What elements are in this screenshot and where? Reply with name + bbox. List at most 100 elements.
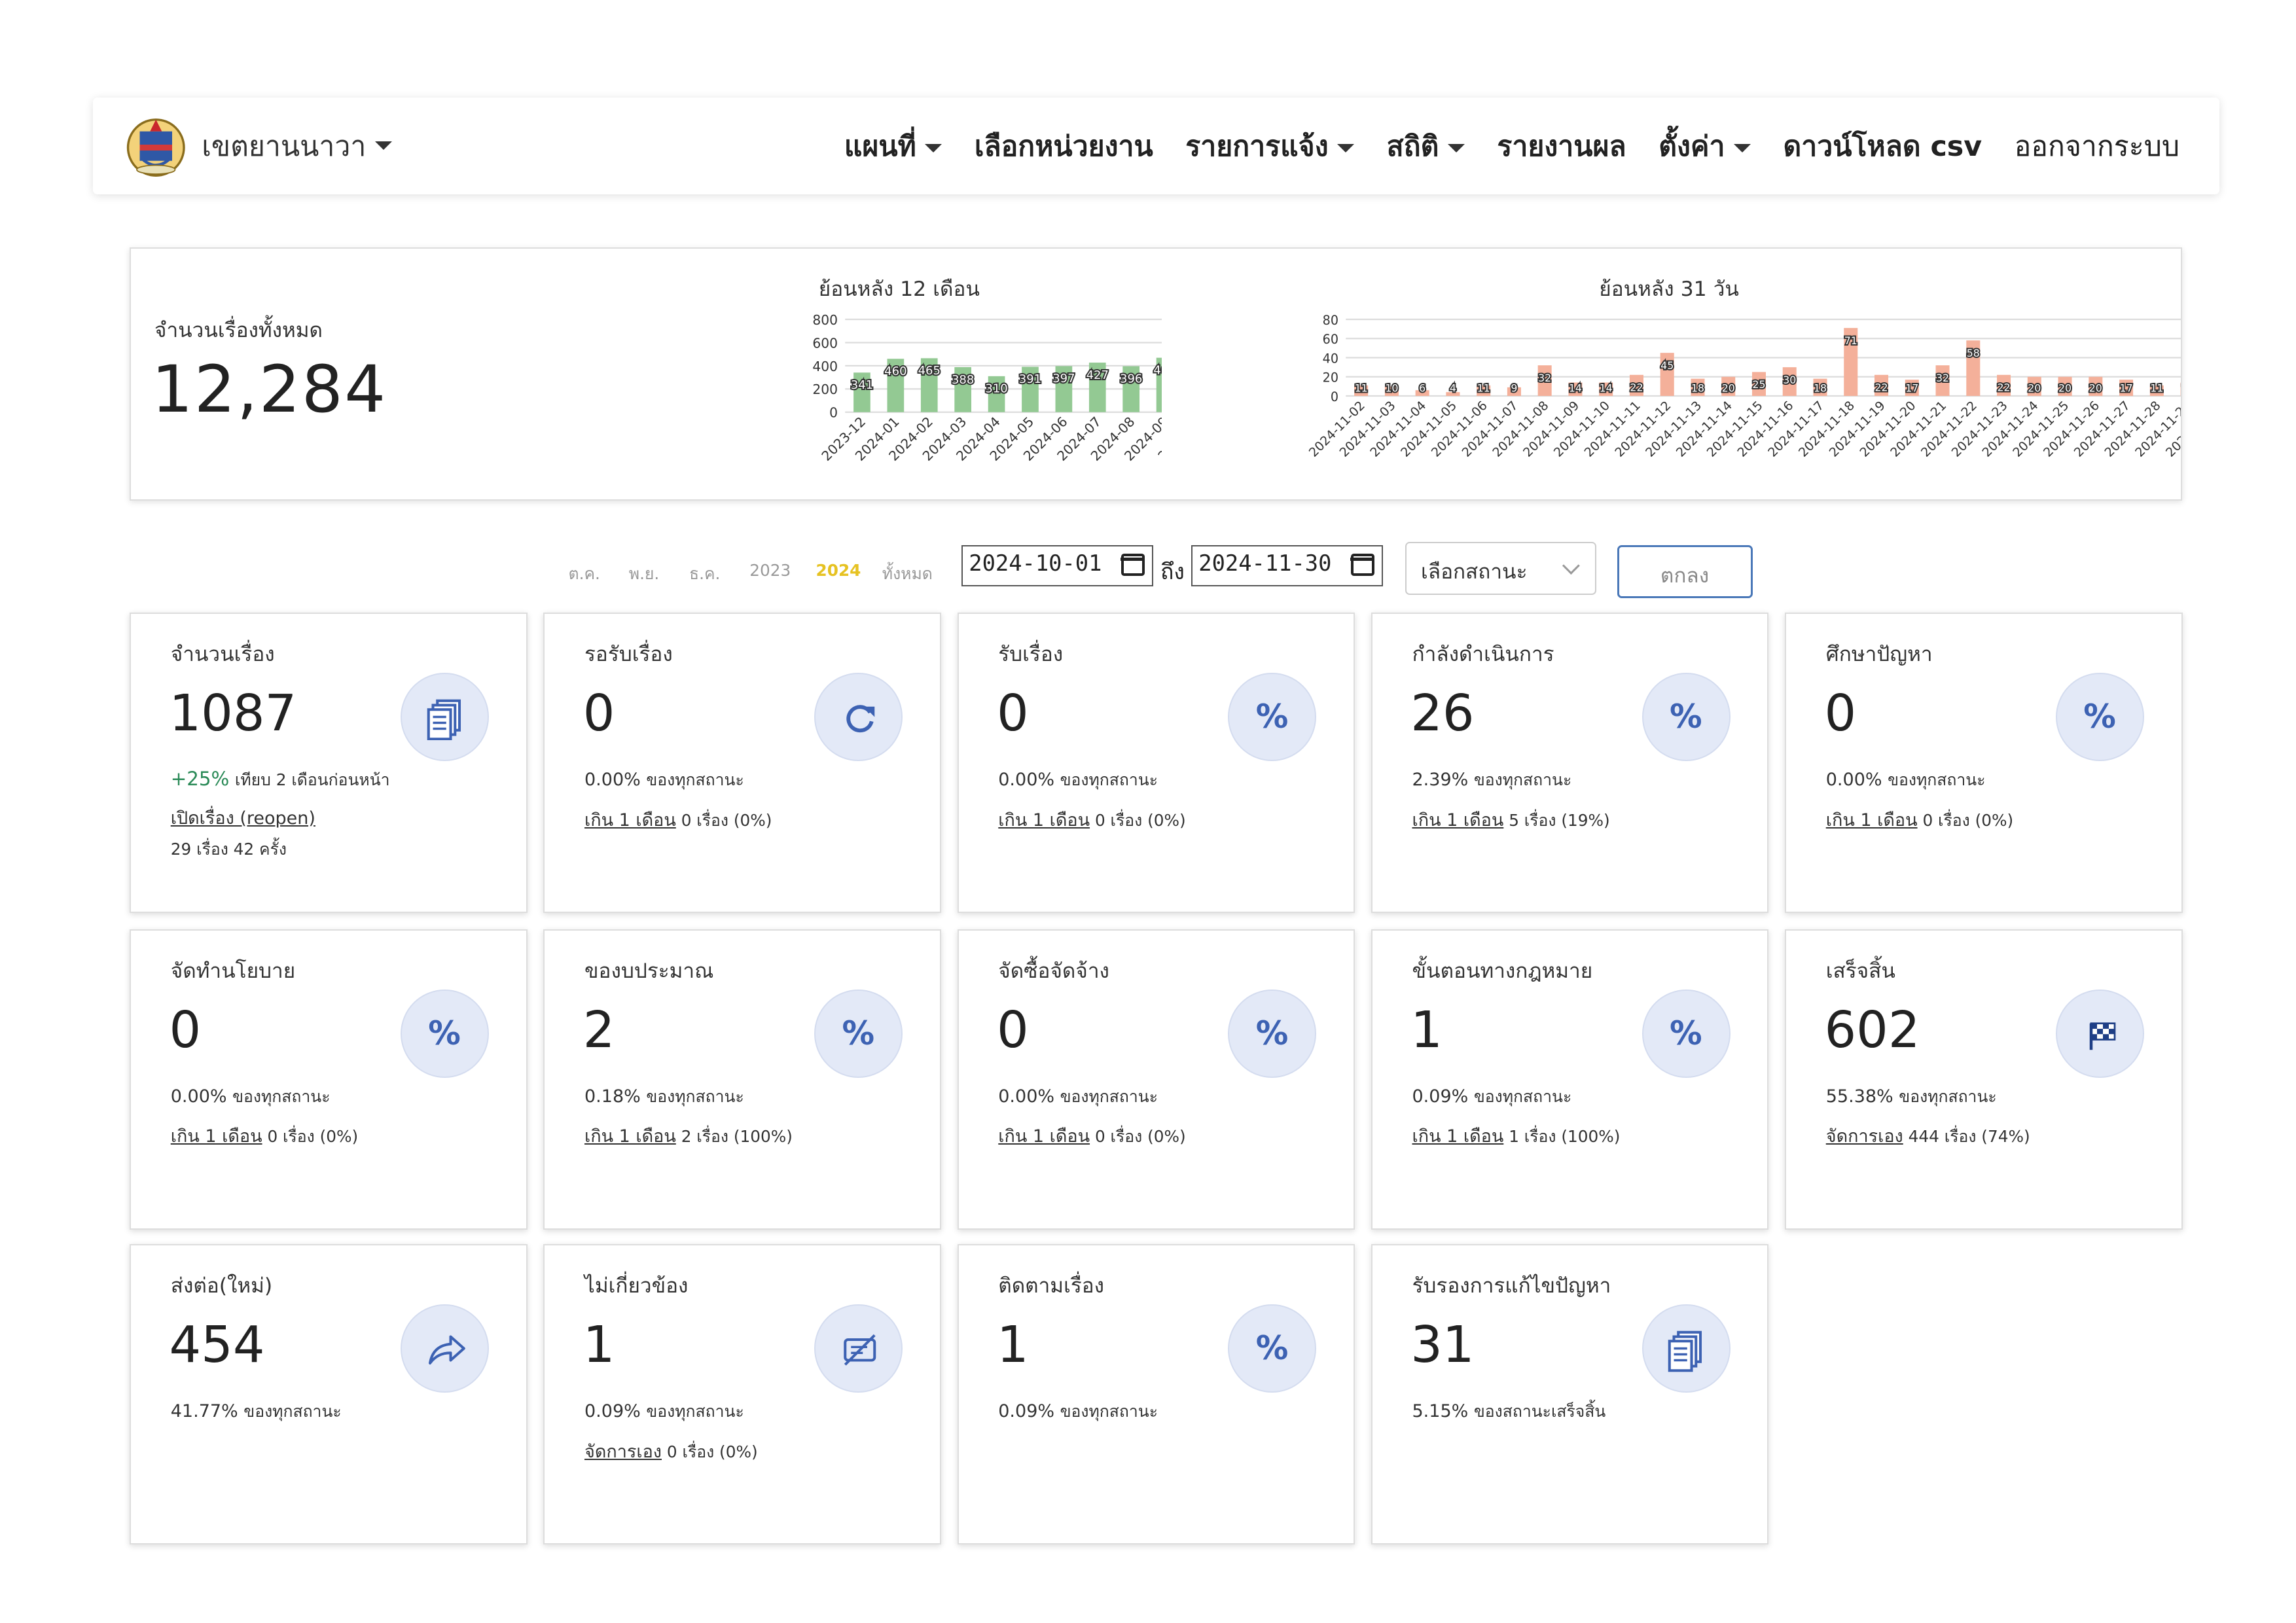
- date-range-to-label: ถึง: [1160, 554, 1185, 589]
- link-note: 0 เรื่อง (0%): [1922, 811, 2013, 830]
- quick-filter-2023[interactable]: 2023: [749, 561, 791, 580]
- link-line: เกิน 1 เดือน 1 เรื่อง (100%): [1412, 1122, 1621, 1150]
- bar-value-label: 25: [1752, 378, 1765, 391]
- percent-value: 0.00%: [171, 1086, 227, 1107]
- percent-line: 2.39% ของทุกสถานะ: [1412, 767, 1572, 793]
- documents-icon: [401, 673, 489, 761]
- percent-note: ของทุกสถานะ: [232, 1087, 330, 1106]
- quick-filter-nov[interactable]: พ.ย.: [629, 561, 660, 586]
- card-link[interactable]: จัดการเอง: [1826, 1126, 1903, 1147]
- link-line: จัดการเอง 444 เรื่อง (74%): [1826, 1122, 2030, 1150]
- percent-icon: %: [401, 990, 489, 1078]
- daily-chart-title: ย้อนหลัง 31 วัน: [1599, 272, 1739, 305]
- percent-icon: %: [1228, 990, 1316, 1078]
- card-value: 1: [583, 1316, 615, 1374]
- y-tick-label: 80: [1323, 313, 1338, 328]
- bar-value-label: 22: [1998, 382, 2011, 394]
- submit-button[interactable]: ตกลง: [1617, 545, 1753, 598]
- percent-note: ของทุกสถานะ: [1888, 770, 1985, 789]
- percent-note: ของทุกสถานะ: [1474, 1087, 1571, 1106]
- nav-item-label: รายการแจ้ง: [1185, 130, 1328, 163]
- card-title: ของบประมาณ: [584, 954, 713, 987]
- bar-value-label: 427: [1086, 368, 1109, 382]
- card-value: 0: [997, 1001, 1029, 1060]
- bar-value-label: 18: [1814, 382, 1827, 394]
- percent-value: 0.09%: [584, 1401, 641, 1421]
- card-link[interactable]: เกิน 1 เดือน: [1412, 810, 1504, 830]
- card-title: เสร็จสิ้น: [1826, 954, 1895, 987]
- card-link[interactable]: เกิน 1 เดือน: [1826, 810, 1918, 830]
- card-link[interactable]: เกิน 1 เดือน: [1412, 1126, 1504, 1147]
- card-title: รับเรื่อง: [998, 637, 1063, 670]
- documents-icon: [1642, 1304, 1731, 1393]
- bar-value-label: 460: [884, 365, 906, 378]
- link-line: เปิดเรื่อง (reopen): [171, 804, 315, 832]
- y-tick-label: 200: [812, 382, 838, 397]
- card-link[interactable]: เปิดเรื่อง (reopen): [171, 808, 315, 829]
- top-navbar: เขตยานนาวา แผนที่ เลือกหน่วยงาน รายการแจ้ง…: [93, 98, 2219, 195]
- bar-value-label: 6: [1419, 382, 1426, 394]
- daily-bar-chart: 020406080112024-11-02102024-11-0362024-1…: [1162, 308, 2181, 491]
- quick-filter-2024[interactable]: 2024: [816, 561, 861, 580]
- card-value: 0: [997, 685, 1029, 743]
- percent-value: 0.00%: [584, 770, 641, 790]
- link-line: เกิน 1 เดือน 0 เรื่อง (0%): [584, 806, 772, 834]
- total-value: 12,284: [152, 352, 387, 427]
- link-line: เกิน 1 เดือน 5 เรื่อง (19%): [1412, 806, 1610, 834]
- bar-value-label: 341: [851, 378, 873, 392]
- percent-value: 0.00%: [998, 770, 1054, 790]
- percent-line: 0.00% ของทุกสถานะ: [1826, 767, 1986, 793]
- monthly-bar-chart: 02004006008003412023-124602024-014652024…: [632, 308, 1162, 491]
- bar-value-label: 388: [952, 373, 974, 387]
- quick-filter-all[interactable]: ทั้งหมด: [882, 561, 933, 586]
- card-link[interactable]: เกิน 1 เดือน: [998, 1126, 1090, 1147]
- card-value: 0: [583, 685, 615, 743]
- dropdown-caret-icon: [1734, 144, 1751, 152]
- quick-filter-dec[interactable]: ธ.ค.: [689, 561, 720, 586]
- card-value: 1: [997, 1316, 1029, 1374]
- calendar-icon[interactable]: [1121, 554, 1145, 576]
- nav-item-3[interactable]: สถิติ: [1387, 124, 1465, 168]
- status-select[interactable]: เลือกสถานะ: [1405, 542, 1597, 595]
- bar-value-label: 4: [1450, 382, 1456, 394]
- date-to-input[interactable]: 2024-11-30: [1191, 545, 1383, 586]
- card-title: ติดตามเรื่อง: [998, 1269, 1104, 1302]
- bar-value-label: 22: [1630, 382, 1643, 394]
- change-line: +25% เทียบ 2 เดือนก่อนหน้า: [171, 767, 390, 793]
- card-link[interactable]: เกิน 1 เดือน: [584, 1126, 676, 1147]
- bar-value-label: 20: [2089, 382, 2102, 394]
- nav-item-0[interactable]: แผนที่: [844, 124, 942, 168]
- bar-value-label: 14: [1600, 382, 1613, 394]
- y-tick-label: 0: [1331, 389, 1338, 404]
- link-note: 0 เรื่อง (0%): [1095, 1127, 1186, 1146]
- chevron-down-icon: [1562, 557, 1580, 575]
- percent-value: 0.09%: [1412, 1086, 1469, 1107]
- percent-line: 0.09% ของทุกสถานะ: [584, 1399, 744, 1424]
- nav-item-5[interactable]: ตั้งค่า: [1659, 124, 1751, 168]
- nav-item-2[interactable]: รายการแจ้ง: [1185, 124, 1354, 168]
- nav-item-1[interactable]: เลือกหน่วยงาน: [975, 124, 1153, 168]
- brand[interactable]: เขตยานนาวา: [125, 115, 392, 177]
- card-link[interactable]: เกิน 1 เดือน: [998, 810, 1090, 830]
- link-line: เกิน 1 เดือน 0 เรื่อง (0%): [998, 806, 1185, 834]
- nav-item-6[interactable]: ดาวน์โหลด csv: [1783, 124, 1982, 168]
- y-tick-label: 40: [1323, 351, 1338, 366]
- quick-filter-oct[interactable]: ต.ค.: [569, 561, 600, 586]
- link-line: เกิน 1 เดือน 2 เรื่อง (100%): [584, 1122, 793, 1150]
- card-link[interactable]: เกิน 1 เดือน: [171, 1126, 262, 1147]
- nav-item-7[interactable]: ออกจากระบบ: [2015, 124, 2179, 168]
- card-link[interactable]: จัดการเอง: [584, 1442, 662, 1462]
- percent-line: 0.09% ของทุกสถานะ: [998, 1399, 1158, 1424]
- nav-item-label: ตั้งค่า: [1659, 130, 1725, 163]
- date-from-input[interactable]: 2024-10-01: [961, 545, 1153, 586]
- percent-icon: %: [1642, 990, 1731, 1078]
- calendar-icon[interactable]: [1351, 554, 1374, 576]
- card-link[interactable]: เกิน 1 เดือน: [584, 810, 676, 830]
- link-line: เกิน 1 เดือน 0 เรื่อง (0%): [998, 1122, 1185, 1150]
- nav-item-4[interactable]: รายงานผล: [1497, 124, 1626, 168]
- bar-value-label: 30: [1783, 374, 1796, 386]
- card-title: จำนวนเรื่อง: [171, 637, 275, 670]
- bar-value-label: 391: [1019, 372, 1041, 386]
